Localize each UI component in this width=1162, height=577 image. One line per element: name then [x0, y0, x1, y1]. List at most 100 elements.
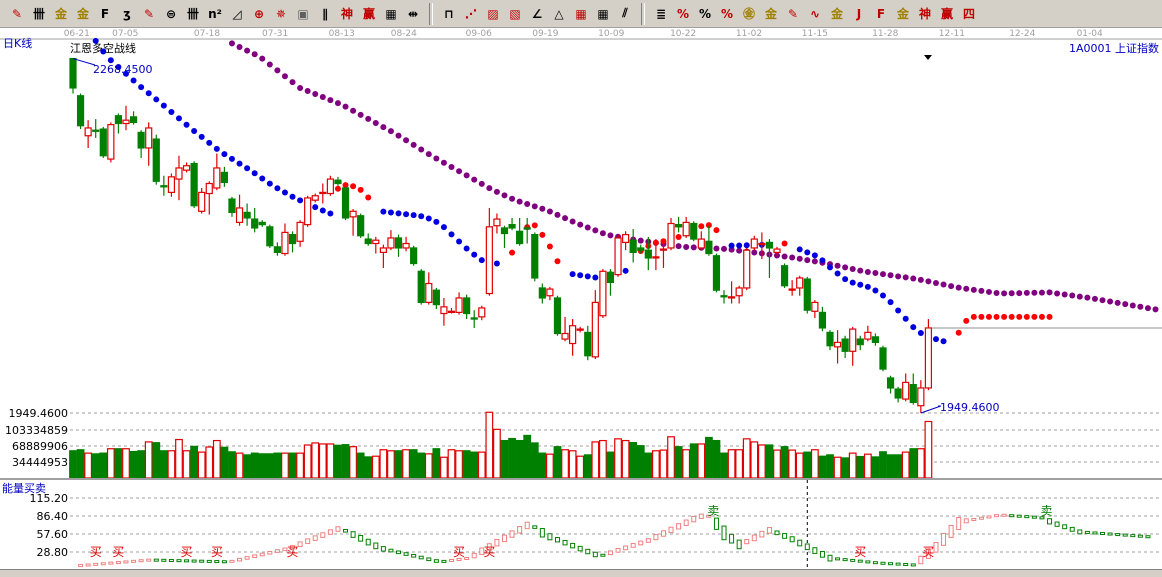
angle-lines-icon[interactable]: ∥	[322, 6, 328, 21]
fibonacci-icon[interactable]: F	[100, 6, 110, 21]
volume-bar	[697, 443, 706, 479]
pen-draw-icon[interactable]: ✎	[11, 6, 23, 21]
volume-bar	[129, 450, 138, 479]
volume-bar	[735, 449, 744, 479]
purple-line-dot	[1084, 294, 1091, 301]
candle-up	[319, 191, 327, 195]
date-tick-label: 10-22	[670, 29, 696, 39]
volume-bar	[553, 446, 562, 479]
grid-box-2-icon[interactable]: ▦	[597, 6, 609, 21]
candle-down	[76, 95, 85, 127]
energy-bar-down	[880, 561, 886, 565]
energy-bar-down	[441, 559, 447, 563]
parallel-lines-icon[interactable]: 卌	[32, 7, 45, 21]
percent-line-icon[interactable]: %	[676, 6, 690, 21]
bar-levels-icon[interactable]: ≣	[655, 6, 667, 21]
candle-down	[674, 224, 683, 228]
gann-line-dot	[978, 313, 985, 320]
candle-down	[538, 287, 546, 299]
purple-line-dot	[350, 107, 357, 114]
energy-bar-down	[199, 559, 205, 563]
gann-line-dot	[827, 264, 833, 271]
box-target-icon[interactable]: ▣	[297, 6, 309, 21]
candle-up	[213, 167, 221, 189]
circle-scale-icon[interactable]: ⊜	[165, 6, 177, 21]
gann-line-dot	[228, 155, 235, 162]
gann-line-dot	[622, 267, 629, 274]
candle-up	[750, 238, 758, 249]
gann-fan-box-icon[interactable]: ▧	[509, 6, 521, 21]
pen-bars-icon[interactable]: ✎	[787, 6, 799, 21]
purple-line-dot	[387, 128, 394, 135]
triangle-icon[interactable]: ◿	[232, 6, 242, 21]
pen-ruler-icon[interactable]: ✎	[143, 6, 155, 21]
energy-bar-up	[653, 534, 659, 541]
energy-bar-down	[797, 539, 803, 547]
angle-icon[interactable]: ∠	[531, 6, 543, 21]
energy-bar-down	[350, 531, 356, 538]
fan-lines-icon[interactable]: ⋰	[465, 6, 477, 21]
date-tick-label: 08-24	[391, 29, 417, 39]
gold-circle-icon[interactable]: ㊎	[742, 7, 755, 21]
candle-down	[818, 311, 827, 329]
target-icon[interactable]: ⊕	[253, 6, 265, 21]
gold-split-icon[interactable]: 金	[54, 7, 67, 21]
candles	[69, 57, 933, 413]
energy-bar-down	[403, 552, 409, 556]
volume-bar	[122, 448, 130, 479]
energy-bar-up	[623, 545, 629, 551]
width-measure-icon[interactable]: ⇹	[407, 6, 419, 21]
j-angle-icon[interactable]: J	[856, 6, 862, 21]
purple-line-dot	[244, 47, 251, 54]
energy-bar-up	[645, 538, 651, 543]
energy-bar-up	[925, 548, 931, 559]
energy-indicator: 买买买买买买买买买卖卖	[78, 480, 1151, 569]
hatch-lines-icon[interactable]: ⫽	[622, 6, 628, 20]
grid-box-icon[interactable]: ▦	[575, 6, 587, 21]
date-tick-label: 12-11	[939, 29, 965, 39]
wave-icon[interactable]: ∿	[809, 6, 821, 21]
spiral-icon[interactable]: ʒ	[123, 6, 131, 21]
purple-line-dot	[978, 287, 985, 294]
percent-icon[interactable]: %	[698, 6, 712, 21]
box-line-icon[interactable]: ⊓	[444, 6, 454, 21]
gann-line-dot	[1046, 313, 1053, 320]
candle-up	[167, 176, 176, 194]
gann-box-icon[interactable]: ▨	[487, 6, 499, 21]
table-icon[interactable]: ▦	[385, 6, 397, 21]
candle-down	[720, 295, 728, 298]
purple-line-dot	[478, 180, 485, 187]
triangle-line-icon[interactable]: △	[554, 6, 564, 21]
gold-line-icon[interactable]: 金	[830, 7, 843, 21]
gold-split-2-icon[interactable]: 金	[76, 7, 89, 21]
energy-bar-down	[1047, 518, 1053, 525]
purple-line-dot	[849, 266, 856, 273]
purple-line-dot	[1031, 289, 1038, 296]
gold-angle-icon[interactable]: 金	[896, 7, 909, 21]
energy-bar-up	[971, 518, 977, 522]
f-angle-icon[interactable]: F	[876, 6, 886, 21]
energy-bar-up	[630, 543, 636, 548]
four-angle-icon[interactable]: 四	[962, 7, 975, 21]
gold-levels-icon[interactable]: 金	[764, 7, 777, 21]
purple-line-dot	[963, 285, 970, 292]
god-line-icon[interactable]: 神	[340, 7, 353, 21]
volume-bar	[99, 452, 108, 479]
gann-line-dot	[138, 84, 145, 91]
energy-bar-up	[759, 530, 765, 538]
energy-bar-down	[1130, 534, 1136, 538]
god-angle-icon[interactable]: 神	[918, 7, 931, 21]
square-n-icon[interactable]: n²	[208, 6, 222, 21]
win-angle-icon[interactable]: 赢	[940, 7, 953, 21]
purple-line-dot	[516, 198, 523, 205]
volume-bar	[84, 452, 93, 479]
gann-line-icon[interactable]: 赢	[362, 7, 375, 21]
compass-icon[interactable]: ✵	[275, 6, 287, 21]
energy-bar-up	[683, 519, 689, 526]
purple-line-dot	[1038, 289, 1045, 296]
volume-bar	[591, 441, 600, 479]
purple-line-dot	[266, 61, 273, 68]
grid-lines-icon[interactable]: 卌	[186, 7, 199, 21]
percent-levels-icon[interactable]: %	[720, 6, 734, 21]
